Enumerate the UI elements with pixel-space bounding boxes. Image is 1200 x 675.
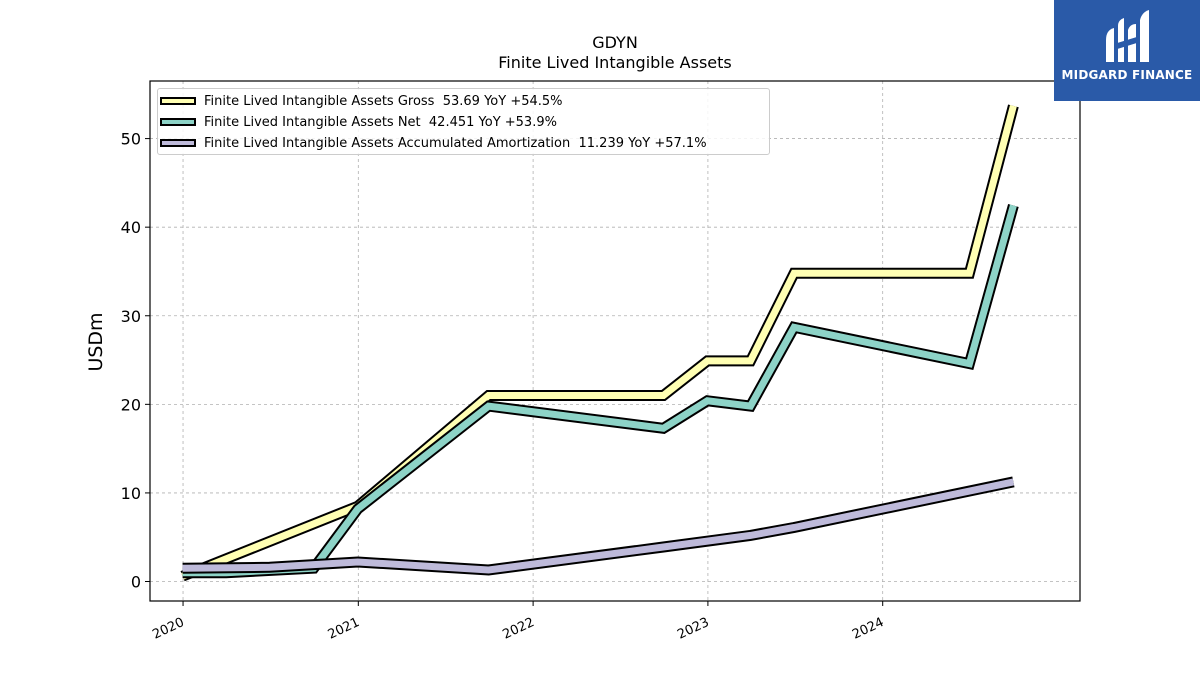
x-axis: 2020 2021 2022 2023 2024 (150, 601, 886, 643)
chart-title: GDYN (592, 33, 638, 52)
x-tick-label: 2023 (675, 615, 711, 643)
y-axis-label: USDm (85, 312, 107, 371)
series-line (182, 204, 1017, 577)
legend-swatch-gross (160, 97, 196, 105)
legend-label-net: Finite Lived Intangible Assets Net 42.45… (204, 114, 557, 130)
y-axis: 0 10 20 30 40 50 (121, 130, 150, 592)
legend-swatch-amortization (160, 139, 196, 147)
legend-item-gross: Finite Lived Intangible Assets Gross 53.… (158, 92, 563, 110)
brand-logo: MIDGARD FINANCE (1054, 0, 1200, 101)
legend-item-amortization: Finite Lived Intangible Assets Accumulat… (158, 134, 707, 152)
x-tick-label: 2020 (150, 615, 186, 643)
legend: Finite Lived Intangible Assets Gross 53.… (157, 88, 770, 155)
y-tick-label: 0 (131, 573, 141, 592)
series-line-outline (182, 204, 1019, 579)
series-layer (180, 104, 1019, 582)
chart-subtitle: Finite Lived Intangible Assets (498, 53, 731, 72)
x-tick-label: 2022 (500, 615, 536, 643)
series-1 (182, 204, 1019, 579)
x-tick-label: 2024 (850, 615, 886, 643)
y-tick-label: 50 (121, 130, 141, 149)
y-tick-label: 30 (121, 307, 141, 326)
grid (150, 81, 1080, 601)
legend-label-amortization: Finite Lived Intangible Assets Accumulat… (204, 135, 707, 151)
brand-name: MIDGARD FINANCE (1061, 68, 1193, 82)
brand-logo-icon (1106, 10, 1149, 62)
plot-frame (149, 80, 1081, 602)
y-tick-label: 40 (121, 218, 141, 237)
y-tick-label: 10 (121, 484, 141, 503)
legend-label-gross: Finite Lived Intangible Assets Gross 53.… (204, 93, 563, 109)
y-tick-label: 20 (121, 395, 141, 414)
x-tick-label: 2021 (326, 615, 362, 643)
legend-item-net: Finite Lived Intangible Assets Net 42.45… (158, 113, 557, 131)
series-line (182, 478, 1015, 574)
legend-swatch-net (160, 118, 196, 126)
series-2 (182, 476, 1015, 576)
